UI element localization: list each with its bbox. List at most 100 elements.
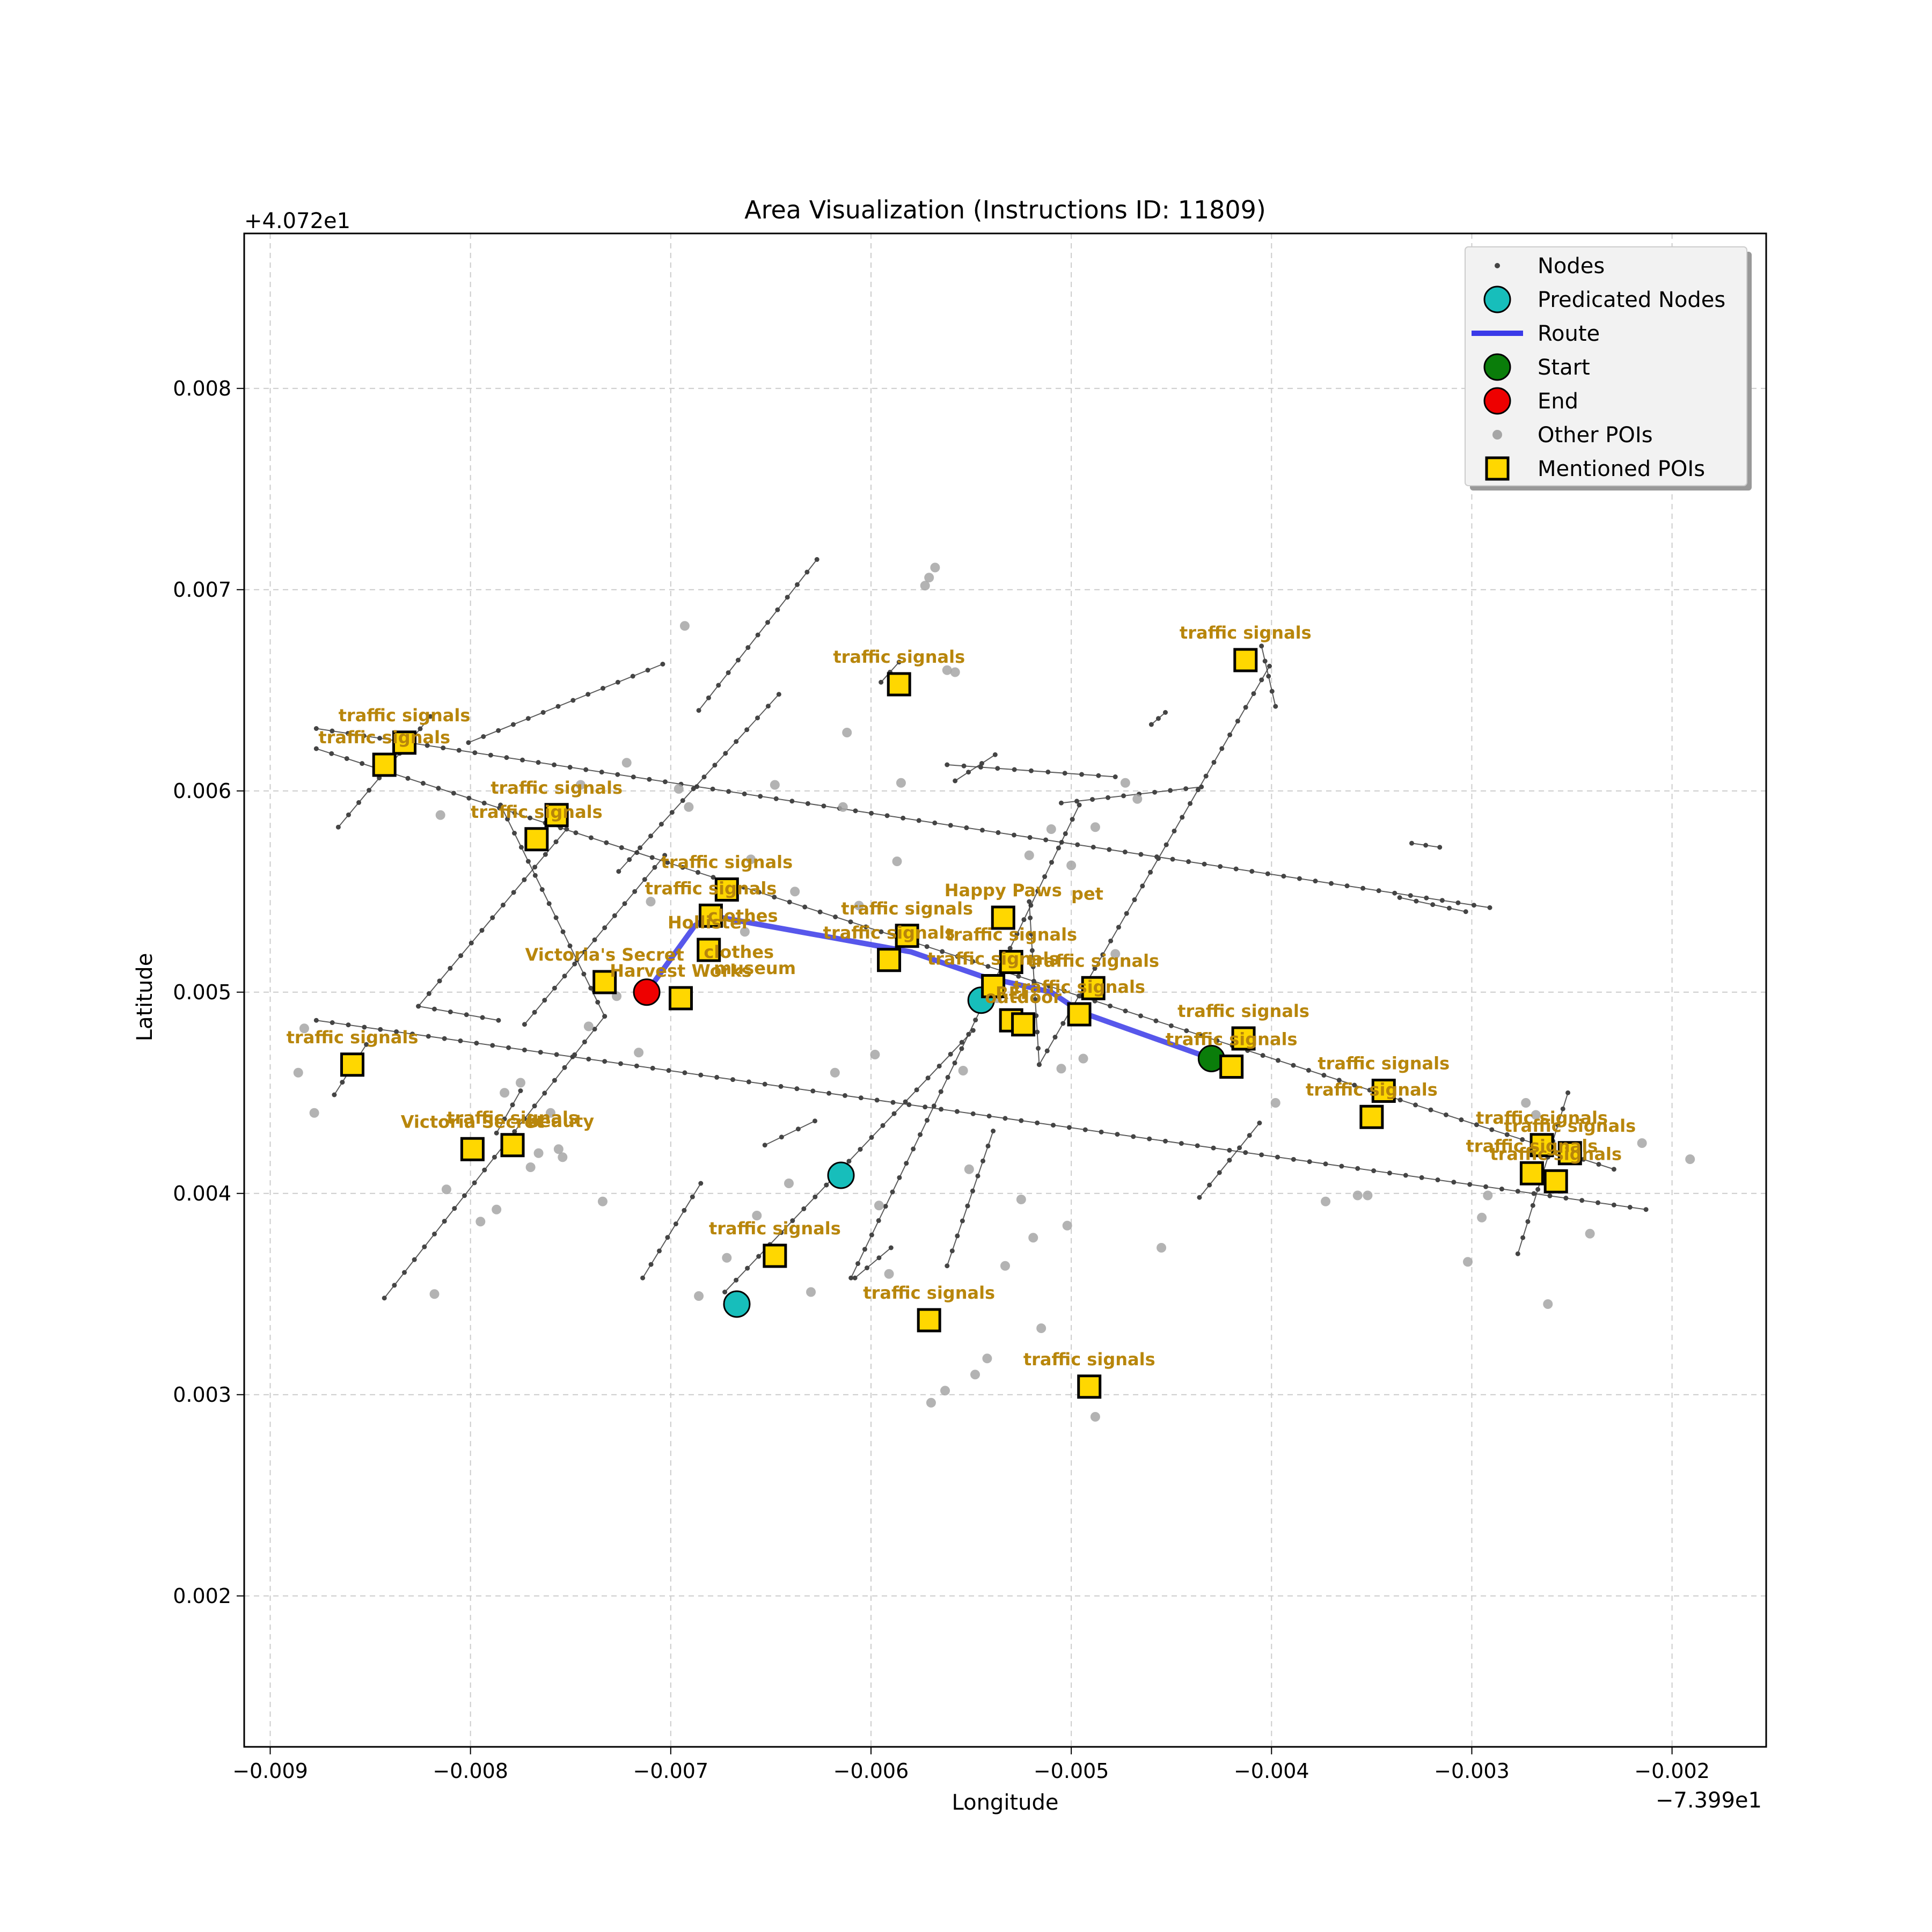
road-node	[583, 767, 589, 772]
other-poi	[1521, 1098, 1531, 1108]
road-node	[883, 1204, 888, 1209]
road-node	[1012, 832, 1017, 838]
road-node	[779, 1135, 784, 1140]
road-node	[975, 1173, 980, 1179]
road-node	[1547, 1193, 1553, 1198]
road-node	[562, 974, 567, 979]
road-node	[1123, 1008, 1128, 1014]
poi-label: traffic signals	[1490, 1144, 1622, 1164]
x-tick-label: −0.008	[433, 1759, 508, 1783]
other-poi	[575, 780, 586, 790]
road-segment	[500, 804, 605, 1017]
road-node	[973, 1018, 978, 1023]
road-node	[939, 1107, 944, 1112]
road-node	[888, 1245, 894, 1250]
road-node	[1459, 1117, 1464, 1123]
road-node	[631, 774, 636, 780]
road-node	[1148, 869, 1153, 875]
road-node	[891, 1111, 897, 1116]
road-node	[970, 1111, 976, 1116]
road-node	[762, 1081, 767, 1087]
road-node	[1155, 716, 1161, 721]
x-ticks: −0.009 −0.008 −0.007 −0.006 −0.005 −0.004 −0.0…	[232, 1747, 1710, 1783]
road-node	[1195, 1143, 1200, 1148]
x-tick-label: −0.003	[1434, 1759, 1510, 1783]
road-node	[985, 1143, 991, 1148]
other-poi	[621, 758, 632, 768]
road-node	[970, 1188, 975, 1194]
other-poi	[892, 857, 902, 866]
road-node	[1563, 1196, 1569, 1201]
road-node	[948, 823, 953, 828]
road-node	[846, 1159, 852, 1164]
road-node	[532, 1009, 537, 1015]
road-node	[1483, 1184, 1489, 1189]
road-node	[961, 763, 967, 769]
road-node	[1423, 843, 1429, 848]
road-node	[1031, 980, 1037, 986]
road-segment	[764, 1120, 815, 1146]
road-node	[1092, 966, 1097, 971]
road-node	[588, 985, 594, 991]
legend-mentioned-marker	[1485, 456, 1510, 481]
poi-label: traffic signals	[645, 878, 777, 898]
road-node	[1122, 850, 1128, 855]
road-node	[553, 915, 559, 920]
road-node	[1257, 1121, 1262, 1125]
road-node	[730, 1077, 736, 1082]
road-node	[1168, 788, 1173, 793]
road-node	[1515, 1251, 1520, 1256]
road-node	[1281, 874, 1286, 879]
road-node	[691, 786, 696, 792]
road-node	[778, 1084, 784, 1089]
road-node	[1329, 881, 1334, 886]
poi-label: traffic signals	[1027, 950, 1159, 971]
road-node	[1046, 984, 1052, 989]
road-node	[1306, 1067, 1311, 1073]
road-node	[1355, 1166, 1360, 1171]
road-node	[522, 1022, 527, 1027]
road-node	[344, 756, 349, 761]
y-offset-label: +4.072e1	[244, 209, 350, 233]
road-node	[722, 1290, 728, 1294]
road-node	[552, 985, 557, 991]
other-poi	[597, 1196, 608, 1206]
road-node	[564, 826, 569, 832]
mentioned-poi	[917, 1308, 941, 1333]
road-node	[986, 1114, 992, 1119]
road-node	[1029, 768, 1034, 773]
road-node	[647, 777, 652, 782]
road-node	[848, 1275, 854, 1280]
road-node	[949, 1248, 955, 1254]
road-segment	[946, 1131, 994, 1267]
road-node	[696, 870, 701, 875]
road-node	[1028, 915, 1033, 920]
road-node	[362, 1024, 367, 1030]
road-node	[560, 929, 566, 934]
roads-layer	[313, 557, 1649, 1301]
road-node	[746, 1079, 751, 1085]
road-node	[802, 904, 808, 910]
road-node	[813, 1118, 817, 1124]
road-node	[500, 902, 506, 908]
road-node	[966, 770, 971, 775]
road-node	[824, 1182, 829, 1188]
road-node	[1027, 835, 1033, 840]
road-node	[904, 1161, 909, 1166]
road-node	[865, 1265, 870, 1270]
road-node	[634, 1063, 639, 1069]
road-node	[361, 733, 367, 738]
road-node	[1227, 1147, 1232, 1153]
other-poi	[854, 901, 864, 911]
road-node	[853, 808, 858, 814]
other-poi	[838, 802, 848, 812]
road-node	[313, 726, 319, 731]
road-node	[1217, 1170, 1222, 1175]
road-node	[665, 1235, 670, 1240]
road-node	[1419, 1175, 1424, 1180]
road-node	[512, 810, 517, 816]
road-node	[648, 1262, 654, 1267]
road-node	[1042, 874, 1048, 880]
road-node	[945, 1263, 950, 1269]
